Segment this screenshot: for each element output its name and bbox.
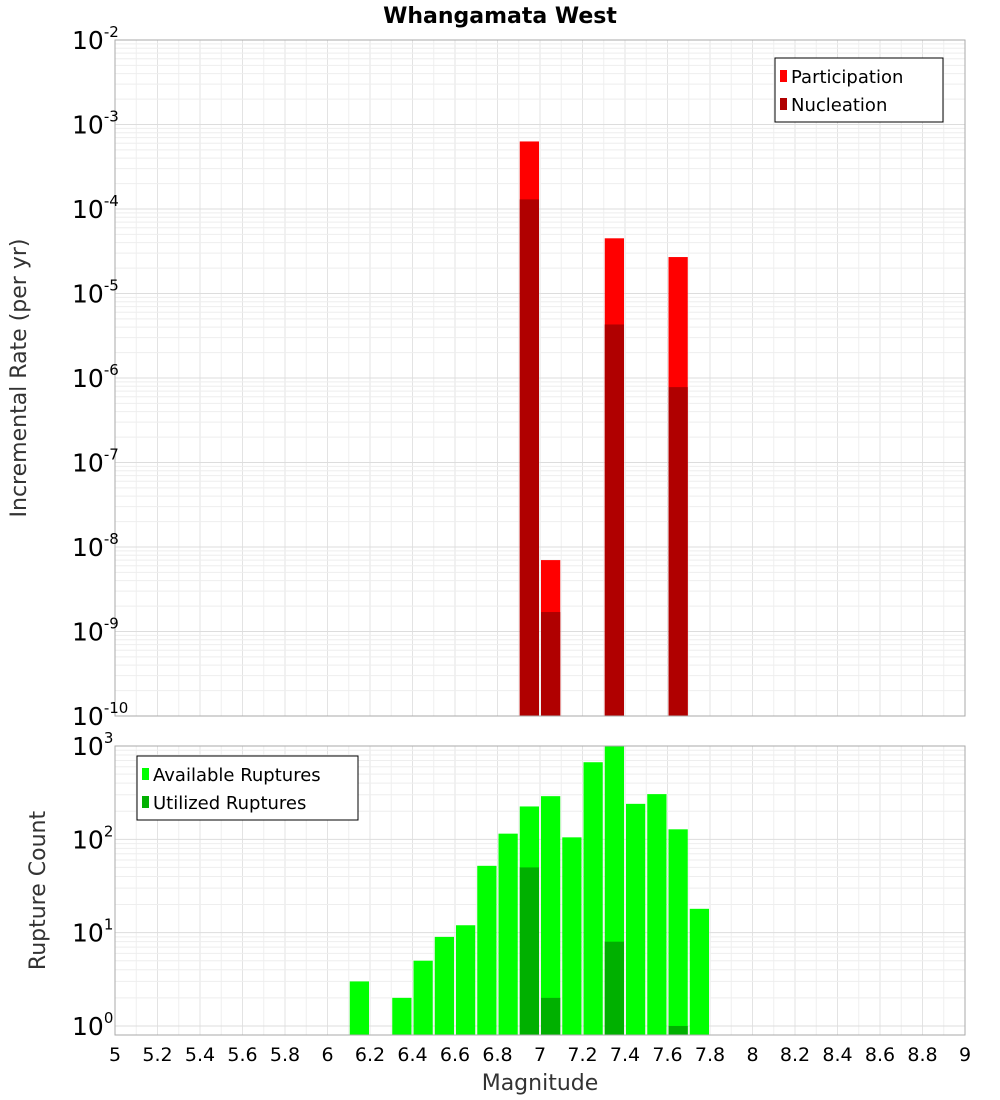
y-axis-label: Rupture Count — [26, 811, 51, 971]
bar-nucleation — [541, 612, 561, 716]
y-axis-label: Incremental Rate (per yr) — [7, 239, 32, 518]
x-axis-label: Magnitude — [482, 1071, 599, 1096]
bar-utilized-ruptures — [541, 997, 561, 1035]
legend-label: Participation — [791, 67, 903, 88]
axis-text-layer: 10-10 10-9 10-8 10-7 10-6 10-5 10-4 10-3 10-2 Inc… — [7, 23, 971, 1096]
y-tick-label: 10-2 — [72, 23, 119, 55]
legend-box — [136, 755, 359, 821]
y-tick-label: 10-3 — [72, 108, 119, 140]
bar-utilized-ruptures — [668, 1025, 688, 1035]
bar-available-ruptures — [477, 865, 497, 1035]
legend-swatch — [780, 70, 787, 82]
plot-frame — [114, 39, 966, 717]
bar-available-ruptures — [456, 925, 476, 1035]
x-tick-label: 6 — [321, 1044, 333, 1066]
x-tick-label: 7 — [534, 1044, 546, 1066]
y-tick-label: 101 — [72, 916, 113, 948]
y-tick-label: 10-5 — [72, 277, 119, 309]
legend-swatch — [142, 768, 149, 780]
x-tick-label: 9 — [959, 1044, 971, 1066]
x-tick-label: 5.8 — [270, 1044, 300, 1066]
legend-label: Available Ruptures — [153, 765, 321, 786]
legend-layer: Participation Nucleation Available Rupture… — [136, 57, 944, 821]
x-tick-label: 8.2 — [780, 1044, 810, 1066]
legend-label: Nucleation — [791, 95, 887, 116]
bar-utilized-ruptures — [519, 867, 539, 1035]
legend-swatch — [142, 796, 149, 808]
bar-available-ruptures — [583, 762, 603, 1035]
x-tick-label: 6.8 — [482, 1044, 512, 1066]
bar-available-ruptures — [498, 833, 518, 1035]
y-tick-label: 10-9 — [72, 615, 119, 647]
bar-nucleation — [604, 324, 624, 716]
frame-layer — [114, 39, 966, 1036]
x-tick-label: 8 — [746, 1044, 758, 1066]
bar-nucleation — [668, 387, 688, 716]
y-tick-label: 100 — [72, 1009, 113, 1041]
x-tick-label: 5.2 — [142, 1044, 172, 1066]
legend-label: Utilized Ruptures — [153, 793, 306, 814]
y-tick-label: 10-8 — [72, 530, 119, 562]
x-tick-label: 5.4 — [185, 1044, 215, 1066]
legend-swatch — [780, 98, 787, 110]
x-tick-label: 8.6 — [865, 1044, 895, 1066]
bar-available-ruptures — [689, 908, 709, 1035]
legend-box — [774, 57, 944, 123]
x-tick-label: 8.8 — [907, 1044, 937, 1066]
y-tick-label: 103 — [72, 729, 113, 761]
grid-layer — [114, 39, 966, 1035]
bar-available-ruptures — [349, 981, 369, 1035]
x-tick-label: 5.6 — [227, 1044, 257, 1066]
bar-available-ruptures — [434, 936, 454, 1035]
x-tick-label: 6.4 — [397, 1044, 427, 1066]
y-tick-label: 10-6 — [72, 361, 119, 393]
bar-utilized-ruptures — [604, 941, 624, 1035]
x-tick-label: 6.6 — [440, 1044, 470, 1066]
x-tick-label: 6.2 — [355, 1044, 385, 1066]
chart-title: Whangamata West — [383, 4, 617, 29]
x-tick-label: 7.2 — [567, 1044, 597, 1066]
x-tick-label: 5 — [109, 1044, 121, 1066]
bar-available-ruptures — [626, 803, 646, 1035]
bar-available-ruptures — [562, 837, 582, 1035]
x-tick-label: 7.4 — [610, 1044, 640, 1066]
bar-nucleation — [519, 199, 539, 717]
y-tick-label: 10-10 — [72, 699, 128, 731]
bar-available-ruptures — [413, 960, 433, 1035]
y-tick-label: 10-4 — [72, 192, 119, 224]
plot-frame — [114, 745, 966, 1036]
bar-available-ruptures — [541, 796, 561, 1035]
y-tick-label: 102 — [72, 822, 113, 854]
x-tick-label: 7.8 — [695, 1044, 725, 1066]
bars-layer — [349, 141, 709, 1035]
x-tick-label: 8.4 — [822, 1044, 852, 1066]
bar-available-ruptures — [668, 829, 688, 1035]
y-tick-label: 10-7 — [72, 446, 119, 478]
bar-available-ruptures — [647, 794, 667, 1035]
bar-available-ruptures — [392, 997, 412, 1035]
x-tick-label: 7.6 — [652, 1044, 682, 1066]
